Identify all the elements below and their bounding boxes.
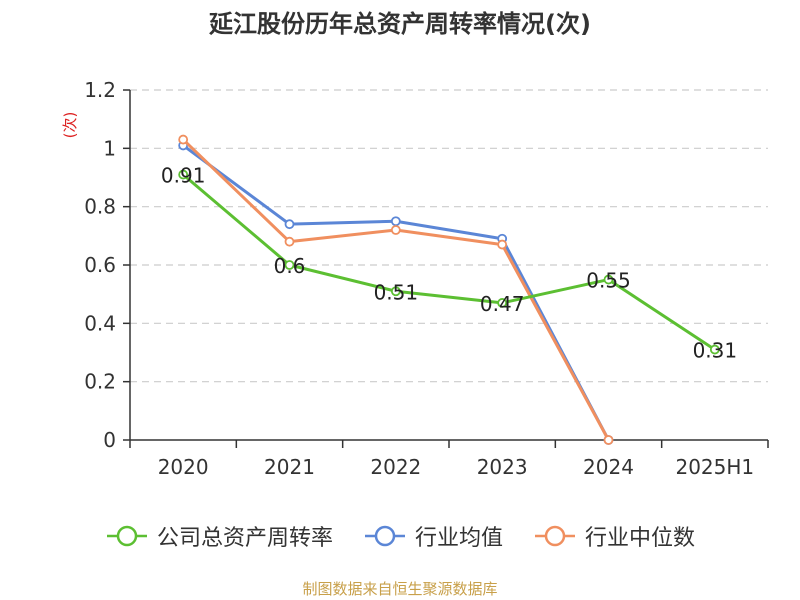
y-axis-label: (次) bbox=[61, 112, 79, 139]
legend-line-circle-icon bbox=[106, 525, 147, 547]
legend-label: 行业均值 bbox=[414, 526, 503, 551]
legend-label: 行业中位数 bbox=[585, 526, 696, 551]
legend-label: 公司总资产周转率 bbox=[156, 526, 333, 551]
series-line bbox=[182, 173, 716, 351]
legend-item[interactable]: 公司总资产周转率 bbox=[105, 520, 333, 552]
x-tick-label: 2022 bbox=[370, 455, 421, 479]
data-point bbox=[284, 236, 295, 247]
data-point bbox=[284, 260, 295, 270]
legend-line-circle-icon bbox=[364, 525, 405, 547]
legend-item[interactable]: 行业中位数 bbox=[533, 520, 695, 552]
data-label: 0.47 bbox=[480, 292, 525, 316]
legend-line-circle-icon bbox=[535, 525, 575, 547]
data-point bbox=[603, 274, 614, 285]
data-point bbox=[390, 225, 401, 235]
data-label: 0.31 bbox=[693, 339, 738, 363]
data-label: 0.91 bbox=[161, 164, 206, 188]
y-tick-label: 0.2 bbox=[84, 370, 116, 394]
data-point bbox=[603, 435, 614, 445]
legend-item[interactable]: 行业均值 bbox=[363, 520, 503, 552]
source-note: 制图数据来自恒生聚源数据库 bbox=[302, 580, 498, 598]
chart-title: 延江股份历年总资产周转率情况(次) bbox=[209, 10, 591, 38]
x-tick-label: 2025H1 bbox=[675, 455, 754, 479]
y-tick-label: 0.8 bbox=[84, 195, 116, 219]
y-tick-label: 0.4 bbox=[84, 311, 116, 335]
data-label: 0.55 bbox=[586, 269, 631, 293]
x-tick-label: 2020 bbox=[158, 455, 209, 479]
legend: 公司总资产周转率 行业均值 行业中位数 bbox=[0, 520, 800, 552]
data-point bbox=[390, 216, 401, 227]
data-point bbox=[178, 169, 189, 180]
y-tick-label: 0.6 bbox=[84, 253, 116, 277]
data-point bbox=[284, 219, 295, 230]
data-point bbox=[497, 298, 508, 308]
data-label: 0.51 bbox=[374, 280, 419, 304]
y-tick-label: 1 bbox=[103, 136, 116, 160]
data-point bbox=[390, 286, 401, 297]
y-tick-label: 0 bbox=[103, 428, 116, 452]
x-tick-label: 2023 bbox=[477, 455, 528, 479]
data-point bbox=[709, 344, 720, 355]
x-tick-label: 2021 bbox=[264, 455, 315, 479]
data-label: 0.6 bbox=[274, 254, 306, 278]
data-point bbox=[497, 239, 508, 250]
data-point bbox=[178, 134, 189, 145]
y-tick-label: 1.2 bbox=[84, 78, 116, 102]
x-tick-label: 2024 bbox=[583, 455, 634, 479]
